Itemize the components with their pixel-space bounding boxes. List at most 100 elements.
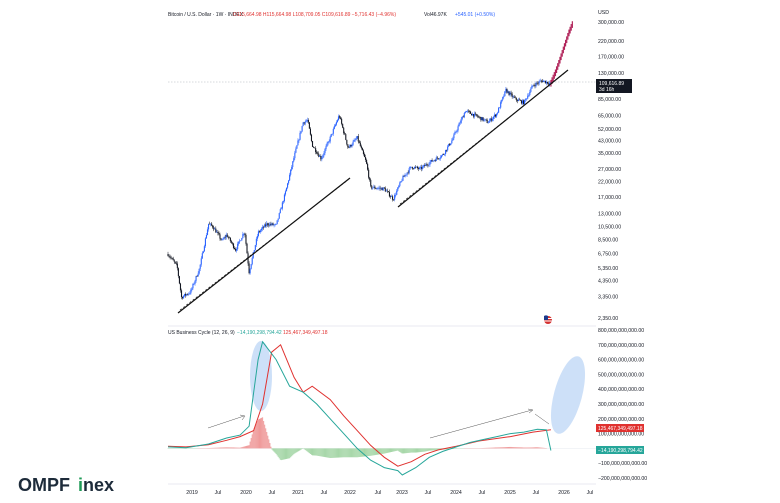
price-candle <box>523 100 525 105</box>
projection-candle <box>555 66 558 74</box>
indicator-tick-label: −200,000,000,000.00 <box>598 476 647 482</box>
price-candle <box>463 113 465 118</box>
histogram-bar <box>331 448 333 458</box>
histogram-bar <box>294 448 296 454</box>
price-candle <box>455 131 457 133</box>
price-candle <box>246 243 248 254</box>
price-candle <box>395 194 397 196</box>
price-tick-label: 2,350.00 <box>598 316 618 322</box>
brand-i: i <box>78 475 83 495</box>
price-candle <box>495 113 498 117</box>
price-candle <box>253 249 255 253</box>
price-tick-label: 17,000.00 <box>598 195 621 201</box>
price-candle <box>537 83 539 84</box>
projection-candle <box>559 56 561 64</box>
histogram-bar <box>235 447 237 449</box>
price-tick-label: 13,000.00 <box>598 212 621 218</box>
price-candle <box>430 160 432 162</box>
histogram-bar <box>248 445 250 449</box>
price-candle <box>405 174 407 176</box>
histogram-bar <box>273 448 275 452</box>
histogram-bar <box>404 448 406 454</box>
price-candle <box>325 146 327 150</box>
histogram-bar <box>229 447 231 449</box>
histogram-bar <box>247 445 249 449</box>
price-candle <box>322 155 324 158</box>
price-candle <box>200 258 202 265</box>
x-tick-label: 2022 <box>344 490 356 496</box>
histogram-bar <box>224 447 226 449</box>
histogram-bar <box>321 448 323 457</box>
price-tick-label: 52,000.00 <box>598 127 621 133</box>
price-candle <box>414 166 416 168</box>
price-tick-label: 300,000.00 <box>598 20 624 26</box>
price-candle <box>383 187 385 189</box>
price-candle <box>179 283 182 291</box>
signal-value-text: 125,467,349,497.18 <box>598 426 643 432</box>
price-candle <box>214 228 216 230</box>
histogram-bar <box>268 439 270 449</box>
price-candle <box>226 234 228 237</box>
histogram-bar <box>447 448 449 450</box>
price-candle <box>449 143 451 146</box>
price-candle <box>323 153 325 156</box>
histogram-bar <box>340 448 342 458</box>
histogram-bar <box>334 448 336 458</box>
price-candle <box>206 229 209 236</box>
price-candle <box>182 297 184 299</box>
price-candle <box>381 187 383 191</box>
histogram-bar <box>494 447 496 449</box>
price-candle <box>299 132 301 140</box>
histogram-bar <box>314 448 316 456</box>
price-candle <box>363 154 366 158</box>
projection-candle <box>563 43 566 50</box>
price-candle <box>269 223 271 226</box>
histogram-bar <box>241 447 243 449</box>
histogram-bar <box>436 448 438 451</box>
histogram-bar <box>271 448 273 450</box>
price-candle <box>244 233 246 235</box>
price-candle <box>273 224 275 226</box>
price-candle <box>240 240 242 242</box>
histogram-bar <box>232 447 234 449</box>
histogram-bar <box>511 446 513 449</box>
histogram-bar <box>299 448 301 451</box>
us-flag-icon <box>544 315 552 324</box>
x-tick-label: 2023 <box>396 490 408 496</box>
price-candle <box>173 260 175 262</box>
price-candle <box>390 196 393 197</box>
price-candle <box>256 235 258 239</box>
histogram-bar <box>432 448 434 451</box>
price-candle <box>252 252 254 258</box>
price-candle <box>326 143 328 147</box>
signal-line <box>167 343 551 467</box>
projection-candle <box>569 26 571 34</box>
histogram-bar <box>242 446 244 449</box>
price-candle <box>396 190 398 195</box>
projection-candle <box>552 74 554 82</box>
price-candle <box>421 167 423 169</box>
price-candle <box>169 256 171 258</box>
price-candle <box>180 290 183 298</box>
price-candle <box>190 289 192 294</box>
price-candle <box>348 147 350 148</box>
histogram-bar <box>539 447 541 449</box>
price-candle <box>434 160 436 162</box>
histogram-bar <box>227 447 229 449</box>
price-candle <box>518 99 520 101</box>
price-candle <box>435 157 437 162</box>
price-candle <box>235 249 237 251</box>
price-candle <box>456 130 458 132</box>
price-candle <box>532 85 534 87</box>
price-candle <box>243 233 245 235</box>
histogram-bar <box>529 447 531 449</box>
price-candle <box>184 293 186 297</box>
projection-candle <box>564 39 567 47</box>
projection-candle <box>566 36 568 44</box>
histogram-bar <box>250 437 252 449</box>
price-candle <box>318 153 320 157</box>
histogram-bar <box>312 448 314 456</box>
histogram-bar <box>253 427 255 449</box>
histogram-bar <box>254 425 256 449</box>
price-candle <box>232 243 235 248</box>
